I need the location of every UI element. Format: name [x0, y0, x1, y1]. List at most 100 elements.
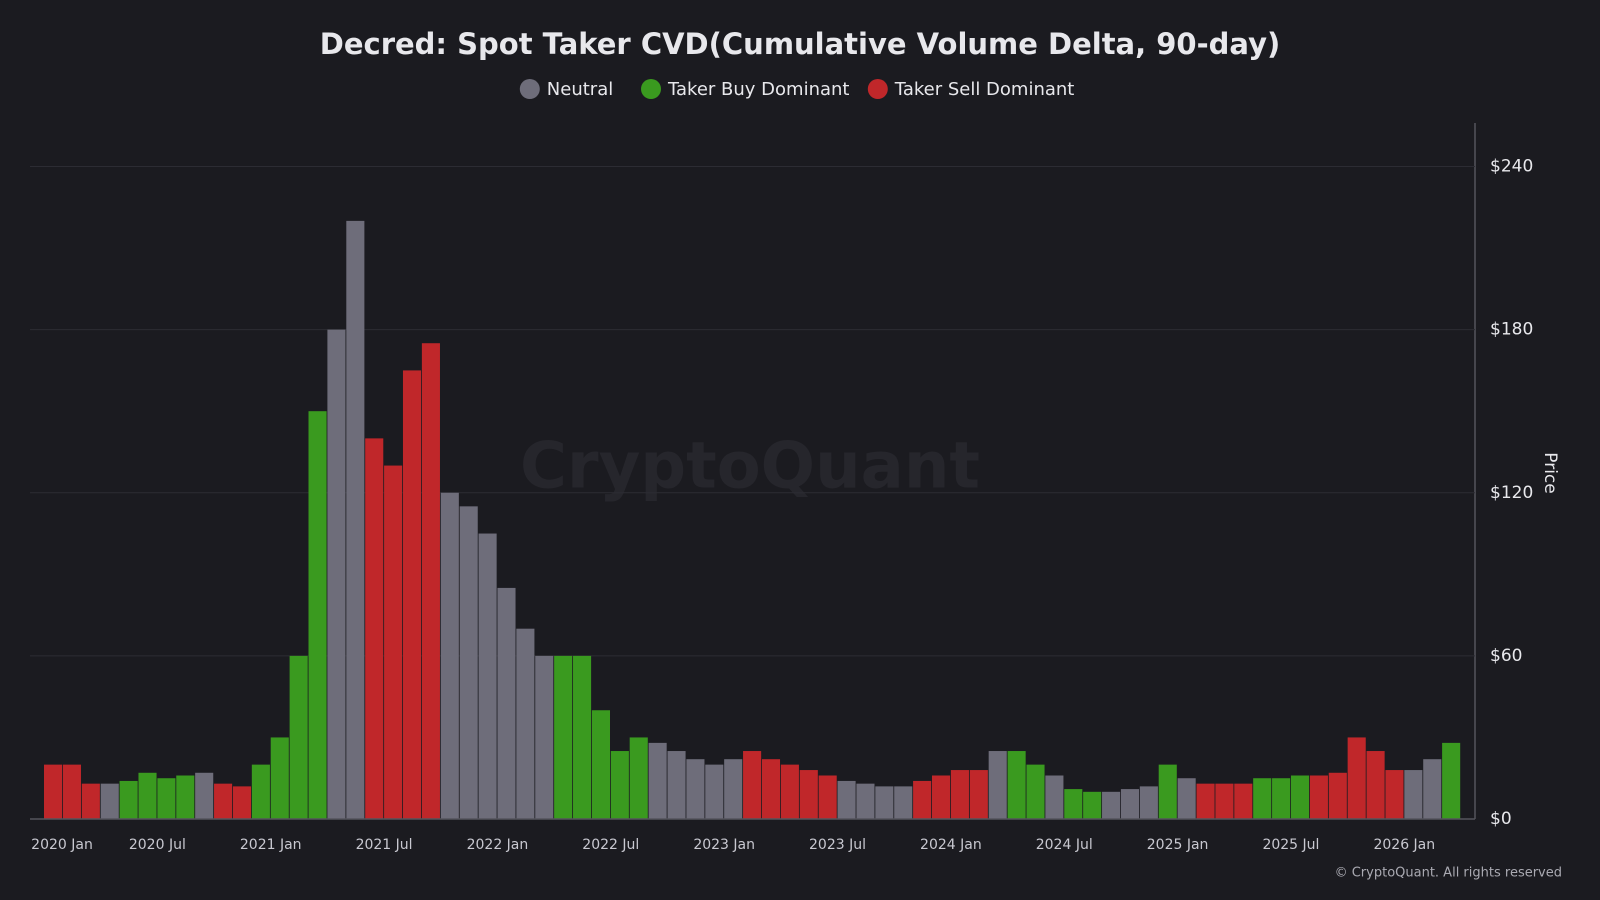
bar [1442, 742, 1461, 819]
bar [289, 655, 308, 819]
bar [138, 772, 157, 819]
y-tick-label: $240 [1490, 157, 1533, 177]
bar [1007, 751, 1026, 819]
bar [251, 764, 270, 819]
x-tick-label: 2021 Jan [240, 837, 302, 853]
bar [950, 770, 969, 819]
x-tick-label: 2020 Jan [31, 837, 93, 853]
legend-marker [519, 79, 540, 99]
bar [100, 783, 119, 819]
bar [384, 465, 403, 819]
bar [1102, 791, 1121, 819]
bar [988, 751, 1007, 819]
bar [440, 492, 459, 819]
footer: © CryptoQuant. All rights reserved [1335, 866, 1562, 881]
bar [402, 370, 422, 819]
bar [1234, 783, 1253, 819]
bar [119, 780, 138, 819]
x-tick-label: 2024 Jan [920, 837, 982, 853]
bar [931, 775, 951, 819]
bar [554, 655, 573, 819]
bar [724, 759, 743, 819]
y-tick-label: $120 [1490, 483, 1533, 503]
chart-title: Decred: Spot Taker CVD(Cumulative Volume… [320, 27, 1280, 61]
bar [214, 783, 233, 819]
y-tick-label: $0 [1490, 809, 1512, 829]
legend-marker [867, 79, 888, 99]
bar [1045, 775, 1064, 819]
bar [837, 780, 856, 819]
y-axis-title: Price [1540, 452, 1560, 493]
bar [705, 764, 724, 819]
bar [1290, 775, 1310, 819]
bar [1026, 764, 1045, 819]
x-tick-label: 2020 Jul [129, 837, 186, 853]
bar [1385, 770, 1404, 819]
bar [780, 764, 799, 819]
x-tick-label: 2023 Jul [809, 837, 866, 853]
bar [1347, 737, 1366, 819]
bar [856, 783, 875, 819]
bar [1253, 778, 1272, 819]
bar [308, 411, 327, 819]
bar [818, 775, 837, 819]
bar [1120, 789, 1140, 819]
bar [1158, 764, 1177, 819]
bar [969, 770, 988, 819]
bar [573, 655, 592, 819]
bar [421, 343, 440, 819]
bar [535, 655, 554, 819]
legend-label: Taker Sell Dominant [894, 79, 1075, 100]
x-tick-label: 2022 Jan [467, 837, 529, 853]
y-tick-label: $180 [1490, 320, 1533, 340]
bar [270, 737, 289, 819]
bar [346, 220, 365, 819]
bar [894, 786, 913, 819]
bar [629, 737, 648, 819]
bar [591, 710, 610, 819]
bar [913, 780, 932, 819]
x-tick-label: 2024 Jul [1036, 837, 1093, 853]
x-tick-label: 2022 Jul [582, 837, 639, 853]
legend-label: Neutral [547, 79, 613, 100]
watermark: CryptoQuant [520, 430, 980, 504]
bar [1328, 772, 1347, 819]
bar [648, 742, 667, 819]
legend-label: Taker Buy Dominant [667, 79, 849, 100]
bar [195, 772, 214, 819]
bar [459, 506, 478, 819]
bar [743, 751, 762, 819]
bar [1064, 789, 1083, 819]
x-tick-label: 2026 Jan [1373, 837, 1435, 853]
y-tick-label: $60 [1490, 646, 1522, 666]
bar [1272, 778, 1291, 819]
bar [327, 329, 346, 819]
x-tick-label: 2025 Jan [1147, 837, 1209, 853]
bar [1404, 770, 1423, 819]
bar [1366, 751, 1385, 819]
x-tick-label: 2021 Jul [356, 837, 413, 853]
bar [686, 759, 705, 819]
bar [365, 438, 384, 819]
bar [1177, 778, 1196, 819]
bar [875, 786, 894, 819]
bar [1083, 791, 1102, 819]
bar [232, 786, 252, 819]
bar [610, 751, 629, 819]
bar [516, 628, 535, 819]
bar [478, 533, 497, 819]
bar [799, 770, 818, 819]
x-tick-label: 2025 Jul [1262, 837, 1319, 853]
bar [81, 783, 100, 819]
bar [761, 759, 781, 819]
bar [1196, 783, 1215, 819]
bar [62, 764, 81, 819]
bar [1139, 786, 1158, 819]
bar [667, 751, 686, 819]
bar [157, 778, 176, 819]
bar [1309, 775, 1328, 819]
bar [1215, 783, 1234, 819]
bar [44, 764, 63, 819]
